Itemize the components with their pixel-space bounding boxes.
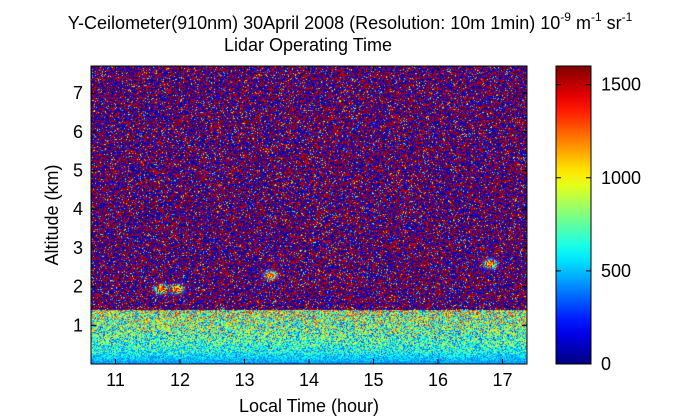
chart-title: Y-Ceilometer(910nm) 30April 2008 (Resolu…	[68, 10, 633, 33]
x-tick-label: 12	[170, 370, 190, 390]
colorbar-tick-label: 500	[601, 261, 631, 281]
x-tick-label: 16	[428, 370, 448, 390]
y-tick-label: 3	[73, 238, 83, 258]
y-tick-label: 6	[73, 122, 83, 142]
x-tick-label: 11	[106, 370, 125, 390]
x-axis-label: Local Time (hour)	[239, 396, 379, 416]
colorbar-tick-label: 0	[601, 354, 611, 374]
colorbar-tick-label: 1500	[601, 75, 641, 95]
heatmap-image	[91, 66, 527, 364]
colorbar-ticks: 0 500 1000 1500	[556, 75, 641, 374]
colorbar-tick-label: 1000	[601, 168, 641, 188]
y-tick-label: 1	[73, 315, 83, 335]
x-tick-label: 17	[492, 370, 512, 390]
chart-subtitle: Lidar Operating Time	[224, 35, 392, 55]
colorbar-gradient	[555, 65, 592, 365]
x-tick-label: 13	[234, 370, 254, 390]
x-tick-label: 15	[363, 370, 383, 390]
y-tick-label: 2	[73, 277, 83, 297]
y-axis-ticks: 1 2 3 4 5 6 7	[73, 83, 527, 335]
x-axis-ticks: 11 12 13 14 15 16 17	[106, 66, 513, 390]
y-axis-label: Altitude (km)	[42, 164, 62, 265]
y-tick-label: 5	[73, 160, 83, 180]
x-tick-label: 14	[299, 370, 319, 390]
y-tick-label: 7	[73, 83, 83, 103]
y-tick-label: 4	[73, 199, 83, 219]
colorbar: 0 500 1000 1500	[555, 65, 641, 374]
